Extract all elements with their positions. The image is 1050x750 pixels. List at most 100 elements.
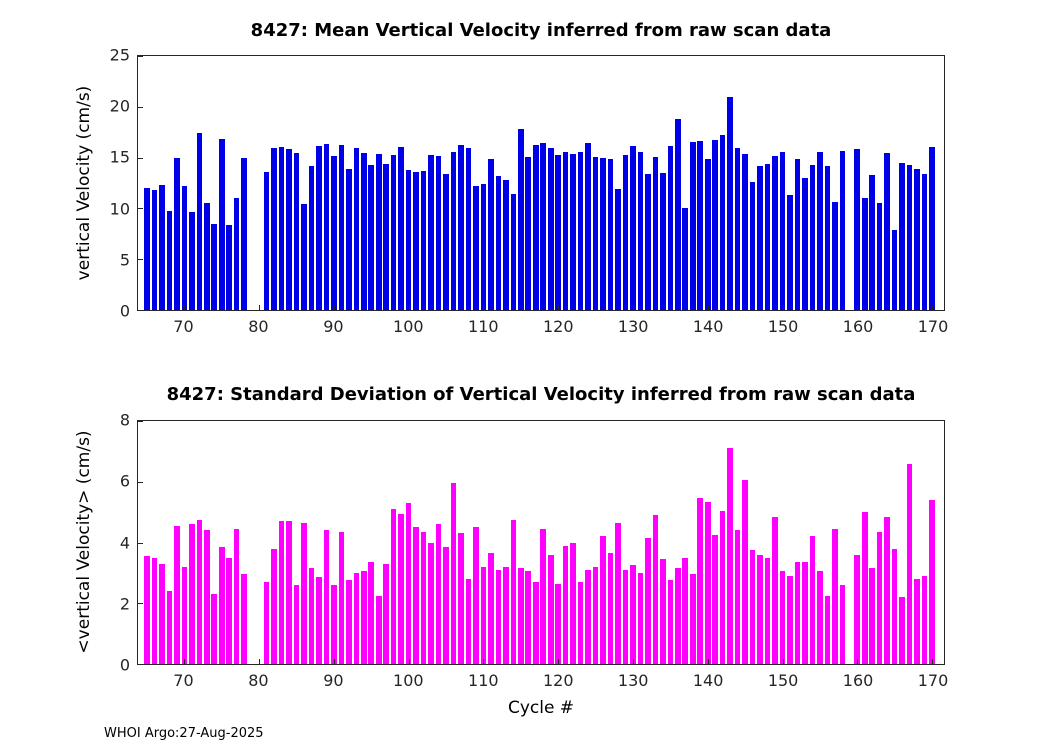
- bar: [727, 96, 733, 310]
- bar: [809, 536, 816, 664]
- bar: [503, 566, 509, 664]
- bar: [510, 519, 517, 664]
- bar: [196, 519, 203, 664]
- bar: [368, 562, 375, 664]
- y-tick-label: 6: [119, 471, 130, 491]
- bar: [308, 165, 315, 310]
- bar: [742, 153, 748, 310]
- bar: [166, 211, 173, 310]
- bar: [331, 155, 337, 310]
- bar: [749, 550, 756, 664]
- bar: [495, 569, 502, 664]
- bar: [906, 164, 913, 310]
- bar: [764, 163, 771, 310]
- bar: [704, 501, 711, 664]
- bar: [600, 536, 606, 664]
- bar: [458, 533, 464, 664]
- bar: [495, 175, 502, 310]
- bar: [689, 142, 696, 310]
- bar: [592, 566, 599, 664]
- y-tick-mark: [138, 664, 143, 665]
- bar: [832, 528, 838, 664]
- bar: [518, 568, 524, 664]
- bar: [405, 169, 412, 310]
- bar: [757, 554, 763, 664]
- bar: [921, 575, 928, 664]
- bar: [570, 542, 576, 664]
- bar: [660, 172, 666, 310]
- bar: [585, 143, 591, 310]
- x-tick-mark: [408, 659, 410, 664]
- bar: [465, 578, 472, 664]
- bar: [353, 148, 360, 310]
- bar: [218, 139, 225, 310]
- y-tick-label: 4: [119, 533, 130, 552]
- x-tick-mark: [707, 659, 709, 664]
- x-tick-mark: [259, 659, 261, 664]
- bar: [854, 149, 861, 310]
- x-tick-mark: [632, 305, 634, 310]
- bar: [832, 202, 838, 310]
- bar: [435, 524, 442, 664]
- bar: [772, 516, 778, 664]
- bar: [839, 585, 846, 664]
- x-tick-mark: [259, 305, 261, 310]
- x-tick-mark: [782, 305, 784, 310]
- bar: [144, 556, 150, 664]
- bar: [443, 547, 449, 664]
- x-tick-label: 150: [767, 317, 799, 336]
- bar: [473, 527, 479, 664]
- bar: [532, 145, 539, 310]
- bar: [159, 563, 165, 664]
- y-axis-ticks-mean: 0 5 10 15 20 25: [97, 46, 130, 321]
- bar: [861, 512, 868, 664]
- bar: [682, 208, 689, 310]
- bar: [181, 186, 188, 310]
- bar: [525, 571, 532, 664]
- bar: [174, 525, 180, 664]
- bar: [540, 143, 547, 310]
- bar: [383, 163, 390, 310]
- bar: [630, 565, 636, 664]
- bar: [899, 597, 905, 664]
- bar: [622, 569, 629, 664]
- bar: [413, 171, 419, 310]
- bar: [592, 156, 599, 310]
- bar: [682, 557, 689, 664]
- bar: [375, 595, 382, 664]
- bar: [884, 516, 890, 664]
- bar: [660, 559, 666, 664]
- bar: [899, 162, 905, 310]
- bar: [338, 531, 345, 664]
- y-tick-label: 0: [119, 301, 130, 321]
- x-tick-mark: [333, 659, 335, 664]
- x-tick-label: 110: [468, 317, 499, 336]
- bar: [667, 580, 674, 664]
- bar: [540, 528, 547, 664]
- x-tick-mark: [857, 305, 859, 310]
- bar: [675, 119, 681, 310]
- bar: [398, 513, 404, 664]
- bar: [226, 224, 232, 310]
- y-tick-label: 10: [109, 199, 130, 219]
- bar: [824, 595, 831, 664]
- bar: [570, 153, 576, 310]
- x-tick-label: 110: [468, 671, 499, 690]
- bar: [271, 148, 277, 310]
- bar: [278, 147, 285, 310]
- x-tick-label: 120: [542, 671, 574, 690]
- bar: [308, 568, 315, 664]
- bar: [488, 553, 494, 664]
- plot-area-std: [137, 420, 945, 665]
- y-tick-label: 8: [119, 410, 130, 430]
- x-tick-mark: [483, 305, 485, 310]
- bar: [600, 157, 606, 310]
- bar: [450, 151, 457, 310]
- x-tick-label: 100: [393, 671, 424, 690]
- x-tick-label: 140: [692, 317, 724, 336]
- x-tick-mark: [184, 305, 186, 310]
- bar: [562, 151, 569, 310]
- y-tick-label: 2: [119, 594, 130, 614]
- x-axis-ticks-std: 70 80 90 100 110 120 130 140 150 160 170: [137, 671, 948, 693]
- bar: [271, 548, 277, 664]
